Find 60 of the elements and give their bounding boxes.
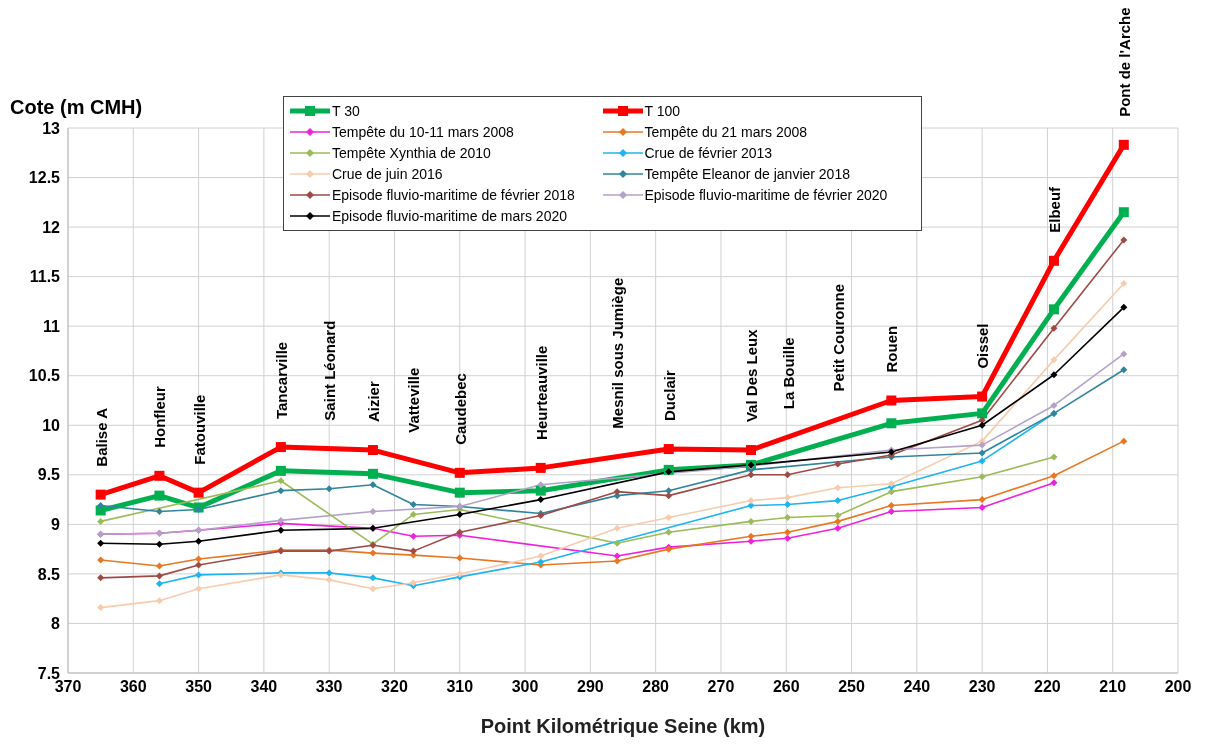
annotation: Oissel [974, 323, 992, 369]
y-tick-label: 9.5 [37, 466, 61, 484]
legend-label: T 100 [644, 103, 681, 119]
x-tick-label: 220 [1034, 678, 1061, 696]
annotation: Tancarville [272, 341, 290, 420]
x-tick-label: 270 [707, 678, 735, 696]
y-tick-label: 8.5 [37, 565, 61, 583]
x-tick-label: 200 [1164, 678, 1192, 696]
x-tick-label: 250 [838, 678, 865, 696]
annotation: Elbeuf [1045, 185, 1063, 233]
x-tick-label: 360 [119, 678, 147, 696]
x-tick-label: 330 [315, 678, 343, 696]
y-axis-title: Cote (m CMH) [10, 96, 143, 119]
x-axis-title: Point Kilométrique Seine (km) [480, 715, 766, 737]
annotation: Heurteauville [532, 345, 550, 440]
annotation: Mesnil sous Jumiège [609, 277, 627, 429]
x-tick-label: 240 [903, 678, 931, 696]
legend-label: Tempête du 21 mars 2008 [644, 124, 808, 140]
y-tick-label: 9 [51, 516, 61, 534]
legend-label: Crue de juin 2016 [332, 166, 443, 182]
legend-label: Tempête Xynthia de 2010 [332, 145, 491, 161]
annotation: Rouen [883, 325, 901, 373]
legend-label: T 30 [332, 103, 360, 119]
x-tick-label: 290 [577, 678, 604, 696]
legend-label: Tempête Eleanor de janvier 2018 [644, 166, 850, 182]
x-tick-label: 210 [1099, 678, 1127, 696]
annotation: Aizier [364, 381, 382, 423]
x-tick-label: 340 [250, 678, 278, 696]
y-tick-label: 11 [43, 317, 61, 335]
annotation: Caudebec [451, 373, 469, 445]
annotation: Petit Couronne [829, 283, 847, 392]
y-tick-label: 12 [42, 218, 61, 236]
x-tick-label: 310 [446, 678, 474, 696]
legend-label: Episode fluvio-maritime de février 2018 [332, 187, 575, 203]
legend-label: Episode fluvio-maritime de février 2020 [644, 187, 888, 203]
y-tick-label: 11.5 [29, 268, 61, 286]
y-tick-label: 10 [42, 416, 61, 434]
x-tick-label: 280 [642, 678, 670, 696]
x-tick-label: 230 [968, 678, 996, 696]
legend-label: Episode fluvio-maritime de mars 2020 [332, 208, 567, 224]
annotation: Duclair [660, 370, 678, 422]
annotation: Saint Léonard [321, 320, 339, 421]
x-tick-label: 300 [511, 678, 539, 696]
text: Pont de l'Arche [1115, 7, 1133, 117]
legend-label: Crue de février 2013 [644, 145, 773, 161]
annotation: Fatouville [190, 394, 208, 465]
annotation: La Bouille [779, 337, 797, 410]
annotation: Val Des Leux [742, 328, 760, 423]
legend-label: Tempête du 10-11 mars 2008 [332, 124, 514, 140]
x-tick-label: 260 [772, 678, 800, 696]
y-tick-label: 12.5 [28, 169, 61, 187]
x-tick-label: 370 [54, 678, 82, 696]
y-tick-label: 13 [42, 119, 61, 137]
annotation: Balise A [92, 407, 110, 467]
annotation: Honfleur [151, 385, 169, 448]
x-tick-label: 320 [381, 678, 408, 696]
y-tick-label: 10.5 [28, 367, 61, 385]
x-tick-label: 350 [185, 678, 213, 696]
annotation: Vatteville [405, 367, 423, 433]
y-tick-label: 8 [51, 615, 61, 633]
